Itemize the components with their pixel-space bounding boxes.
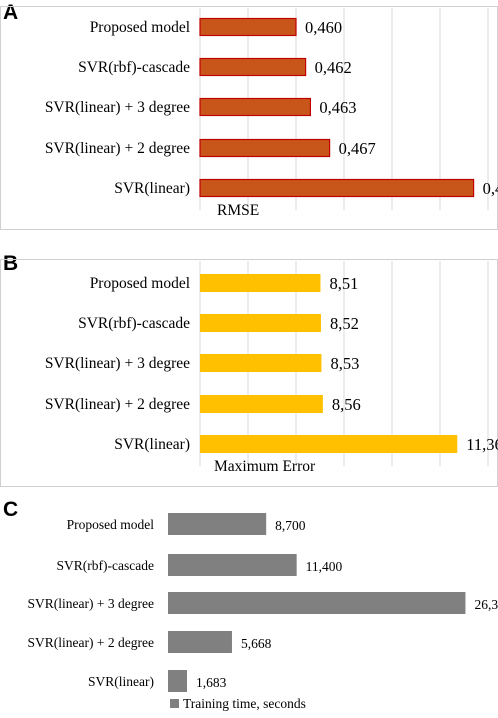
chart-maximum-error: Proposed model 8,51 SVR(rbf)-cascade 8,52 SV…	[45, 261, 498, 475]
data-label: 8,51	[329, 274, 358, 293]
data-label: 0,463	[319, 98, 356, 117]
category-label: SVR(linear) + 3 degree	[45, 355, 190, 372]
bar	[200, 354, 322, 372]
panel-b: B Proposed model 8,51 SVR(rbf)-cascade 8,52…	[0, 251, 498, 487]
panel-letter-c: C	[3, 498, 19, 521]
legend-swatch	[170, 699, 179, 708]
bar	[200, 395, 323, 413]
category-label: SVR(linear) + 3 degree	[45, 99, 190, 116]
bar	[200, 435, 458, 453]
data-label: 8,53	[330, 354, 359, 373]
data-label: 0,460	[305, 18, 342, 37]
data-label: 26,356	[474, 597, 498, 612]
bar	[200, 314, 321, 332]
bar	[200, 274, 321, 292]
data-label: 1,683	[196, 675, 227, 690]
category-label: SVR(rbf)-cascade	[78, 315, 190, 332]
data-label: 8,700	[275, 518, 306, 533]
data-label: 5,668	[241, 636, 272, 651]
category-label: Proposed model	[67, 517, 155, 532]
category-label: SVR(linear)	[114, 436, 190, 453]
category-label: Proposed model	[90, 19, 190, 36]
chart-training-time: Proposed model 8,700 SVR(rbf)-cascade 11,40…	[28, 513, 498, 711]
data-label: 8,52	[330, 314, 359, 333]
bar	[168, 554, 297, 576]
bar	[168, 592, 466, 614]
bar	[199, 17, 297, 37]
bar	[199, 57, 307, 77]
data-label: 0,467	[339, 139, 376, 158]
category-label: SVR(linear) + 2 degree	[28, 635, 154, 650]
data-label: 11,400	[306, 559, 343, 574]
category-label: SVR(linear) + 2 degree	[45, 396, 190, 413]
bar	[199, 97, 312, 117]
bar	[168, 670, 187, 692]
category-label: SVR(linear) + 3 degree	[28, 596, 154, 611]
bar	[199, 178, 475, 198]
category-label: SVR(rbf)-cascade	[78, 59, 190, 76]
legend-label: Training time, seconds	[183, 696, 306, 711]
bar	[168, 513, 267, 535]
category-label: SVR(linear)	[114, 180, 190, 197]
legend-label: Maximum Error	[214, 458, 316, 475]
category-label: SVR(rbf)-cascade	[57, 558, 154, 573]
panel-letter-a: A	[3, 1, 19, 24]
category-label: SVR(linear)	[88, 674, 154, 689]
category-label: SVR(linear) + 2 degree	[45, 140, 190, 157]
data-label: 0,497	[483, 179, 498, 198]
data-label: 8,56	[332, 395, 361, 414]
panel-letter-b: B	[3, 252, 19, 275]
bar	[199, 138, 331, 158]
data-label: 11,36	[466, 435, 498, 454]
category-label: Proposed model	[90, 275, 190, 292]
panel-a: A Proposed model 0,460 SVR(rbf)-cascade 0,4…	[0, 0, 498, 232]
chart-rmse: Proposed model 0,460 SVR(rbf)-cascade 0,462…	[45, 8, 498, 219]
panel-c: C Proposed model 8,700 SVR(rbf)-cascade 11,…	[0, 497, 498, 718]
data-label: 0,462	[315, 58, 352, 77]
bar	[168, 631, 232, 653]
legend-label: RMSE	[217, 202, 259, 219]
